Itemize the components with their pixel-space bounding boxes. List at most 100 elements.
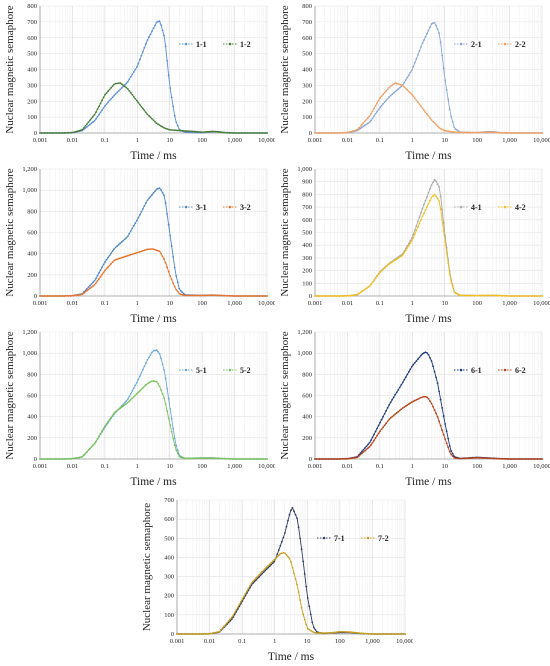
series-point xyxy=(473,131,475,134)
series-point xyxy=(169,234,172,237)
series-point xyxy=(170,129,173,131)
series-point xyxy=(347,294,350,297)
series-point xyxy=(322,632,324,634)
series-point xyxy=(102,96,105,99)
series-point xyxy=(519,295,522,297)
y-tick-label: 700 xyxy=(302,204,312,211)
series-point xyxy=(480,457,483,459)
series-point xyxy=(497,457,500,460)
series-point xyxy=(430,402,433,405)
series-point xyxy=(158,187,161,190)
series-point xyxy=(209,632,212,635)
series-point xyxy=(462,457,465,460)
series-point xyxy=(339,458,342,460)
series-point xyxy=(181,293,184,296)
legend-marker xyxy=(503,42,507,46)
series-point xyxy=(432,195,434,197)
series-point xyxy=(250,458,253,460)
series-point xyxy=(541,295,543,297)
series-point xyxy=(201,633,204,635)
y-tick-label: 600 xyxy=(27,35,37,42)
series-point xyxy=(314,458,316,460)
x-tick-label: 10,000 xyxy=(258,300,275,307)
series-point xyxy=(157,249,159,252)
series-point xyxy=(365,448,368,451)
series-point xyxy=(522,458,525,460)
series-point xyxy=(427,29,430,32)
y-tick-label: 200 xyxy=(27,272,37,279)
series-point xyxy=(451,121,454,123)
series-point xyxy=(202,131,205,134)
series-point xyxy=(459,294,462,297)
series-point xyxy=(210,130,212,133)
series-point xyxy=(317,295,319,297)
series-point xyxy=(435,195,437,198)
series-point xyxy=(244,592,247,595)
legend-marker xyxy=(366,536,370,540)
series-point xyxy=(450,115,453,118)
series-point xyxy=(105,103,108,105)
series-point xyxy=(262,571,265,574)
series-point xyxy=(58,132,61,134)
series-point xyxy=(439,127,442,130)
x-tick-label: 10 xyxy=(166,300,173,307)
series-point xyxy=(351,457,354,459)
series-point xyxy=(178,128,181,131)
series-point xyxy=(530,132,533,134)
series-point xyxy=(140,105,143,108)
series-point xyxy=(453,456,456,459)
series-point xyxy=(178,287,181,290)
series-point xyxy=(513,132,516,134)
series-point xyxy=(516,295,519,297)
series-point xyxy=(95,440,97,443)
series-point xyxy=(388,403,391,406)
series-point xyxy=(383,101,386,104)
series-point xyxy=(506,295,509,297)
series-point xyxy=(131,227,134,230)
series-point xyxy=(374,104,377,107)
series-point xyxy=(151,248,153,250)
series-point xyxy=(229,294,232,297)
series-point xyxy=(365,287,368,290)
series-point xyxy=(398,86,401,89)
series-point xyxy=(205,457,208,460)
series-point xyxy=(448,445,451,447)
legend-label: 3-2 xyxy=(240,203,251,212)
series-point xyxy=(432,120,434,123)
series-point xyxy=(279,544,282,547)
series-point xyxy=(420,46,422,48)
series-point xyxy=(398,633,400,635)
series-point xyxy=(173,129,176,132)
series-point xyxy=(252,295,255,297)
series-point xyxy=(290,561,292,564)
series-point xyxy=(246,590,248,593)
series-point xyxy=(235,458,238,460)
series-point xyxy=(349,631,352,634)
series-point xyxy=(339,295,342,297)
series-point xyxy=(365,123,368,126)
series-point xyxy=(410,401,413,404)
y-tick-label: 800 xyxy=(302,3,312,10)
series-point xyxy=(235,295,238,297)
series-point xyxy=(444,79,447,82)
series-point xyxy=(430,196,433,199)
series-point xyxy=(525,295,528,297)
series-point xyxy=(395,258,398,260)
series-point xyxy=(116,409,119,412)
series-point xyxy=(380,95,383,98)
series-point xyxy=(75,457,78,459)
series-point xyxy=(483,131,486,134)
series-point xyxy=(468,131,471,134)
series-point xyxy=(394,393,397,396)
series-point xyxy=(276,555,279,558)
series-point xyxy=(238,132,241,134)
series-point xyxy=(370,283,372,286)
series-point xyxy=(413,61,416,64)
series-point xyxy=(200,633,203,635)
series-point xyxy=(389,401,392,404)
series-point xyxy=(439,207,442,210)
series-point xyxy=(480,131,483,134)
x-tick-label: 0.001 xyxy=(170,638,185,645)
series-point xyxy=(276,553,279,556)
series-point xyxy=(116,91,119,94)
